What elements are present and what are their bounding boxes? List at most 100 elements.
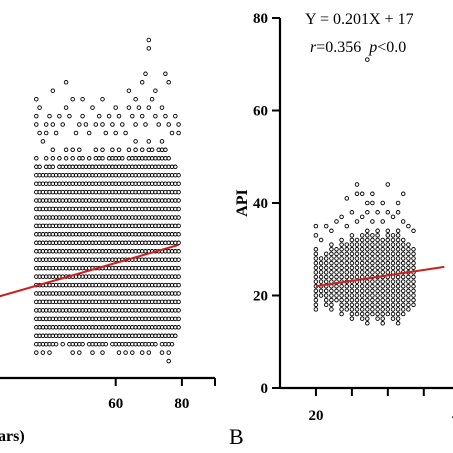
panel-a-data-point (176, 122, 181, 127)
panel-b-data-point (406, 260, 411, 266)
panel-b-data-point (385, 228, 391, 234)
panel-a-data-point (63, 147, 69, 153)
panel-b-data-point (329, 251, 334, 257)
panel-b-data-point (365, 260, 370, 266)
panel-b-data-point (334, 260, 339, 266)
panel-a-data-point (43, 130, 49, 136)
panel-b-data-point (375, 265, 380, 271)
panel-b-data-point (359, 316, 365, 321)
panel-a-data-point (86, 130, 92, 136)
panel-b-data-point (323, 223, 329, 229)
panel-b-data-point (334, 265, 339, 271)
panel-a-data-point (153, 341, 158, 347)
panel-b-data-point (400, 265, 406, 271)
panel-a-data-point (50, 147, 56, 153)
panel-b-data-point (354, 302, 360, 308)
panel-b-data-point (339, 307, 344, 312)
panel-a-data-point (90, 105, 95, 110)
panel-b-data-point (334, 297, 339, 303)
panel-b-data-point (411, 265, 416, 271)
panel-b-data-point (375, 297, 380, 303)
panel-b-data-point (395, 256, 401, 261)
panel-b-data-point (313, 260, 319, 266)
panel-b-data-point (380, 270, 385, 275)
panel-b-data-point (313, 256, 319, 261)
panel-b-data-point (385, 182, 391, 187)
panel-b-data-point (406, 279, 411, 284)
panel-b-data-point (359, 191, 365, 197)
panel-b-data-point (339, 284, 344, 289)
panel-b-data-point (359, 293, 365, 298)
panel-letter-b: B (229, 424, 244, 449)
panel-b-data-point (390, 233, 396, 238)
panel-b-data-point (390, 214, 396, 220)
panel-b-data-point (370, 233, 375, 238)
panel-a-data-point (103, 341, 109, 347)
panel-a-data-point (70, 156, 75, 161)
panel-b-data-point (339, 256, 344, 261)
panel-a-data-point (43, 156, 49, 161)
p-symbol: p (368, 39, 377, 56)
panel-a-data-point (100, 122, 105, 127)
panel-b-data-point (395, 260, 401, 266)
panel-a-data-point (166, 358, 171, 364)
panel-a-data-point (176, 282, 181, 288)
panel-b-data-point (313, 265, 319, 271)
panel-b-data-point (395, 200, 401, 206)
panel-b-data-point (349, 251, 355, 257)
panel-b-data-point (359, 251, 365, 257)
panel-a-data-point (77, 122, 82, 127)
panel-b-data-point (380, 242, 385, 247)
panel-a-data-point (146, 105, 152, 110)
panel-b-data-point (400, 191, 406, 197)
panel-b-data-point (375, 316, 380, 321)
panel-b-data-point (395, 293, 401, 298)
panel-b-data-point (334, 247, 339, 252)
panel-b-data-point (313, 233, 319, 238)
panel-b-data-point (344, 260, 350, 266)
panel-a-data-point (120, 122, 125, 127)
panel-b-x-tick-label: 20 (308, 408, 323, 424)
panel-b-data-point (370, 311, 375, 317)
panel-b-data-point (354, 297, 360, 303)
panel-a-data-point (110, 122, 115, 127)
panel-b-data-point (365, 302, 370, 308)
panel-b: 0 20 40 60 80 204 API Y = 0.201X + 17 r=0.35… (229, 11, 453, 449)
panel-b-data-point (359, 214, 365, 220)
panel-a-data-point (176, 181, 181, 186)
panel-b-data-point (385, 288, 391, 294)
panel-b-data-point (375, 251, 380, 257)
panel-b-data-point (390, 247, 396, 252)
panel-a-data-point (176, 206, 181, 212)
panel-b-data-point (365, 57, 370, 62)
panel-b-data-point (359, 284, 365, 289)
panel-b-data-point (318, 237, 324, 243)
panel-a-data-point (163, 147, 168, 153)
panel-b-data-point (344, 302, 350, 308)
panel-a-data-point (130, 350, 135, 355)
panel-a-data-point (50, 164, 56, 170)
panel-b-y-ticks (272, 17, 280, 389)
panel-b-data-point (390, 256, 396, 261)
panel-a-data-point (126, 88, 132, 93)
panel-b-data-point (375, 242, 380, 247)
panel-b-data-point (411, 247, 416, 252)
panel-b-data-point (375, 284, 380, 289)
panel-b-data-point (323, 279, 329, 284)
panel-b-data-point (359, 247, 365, 252)
panel-b-data-point (390, 237, 396, 243)
panel-b-data-point (380, 251, 385, 257)
panel-b-data-point (354, 182, 360, 187)
panel-a-data-point (149, 147, 155, 153)
panel-b-data-point (349, 302, 355, 308)
panel-b-data-point (354, 191, 360, 197)
panel-a-data-point (176, 249, 181, 254)
panel-b-data-point (359, 237, 365, 243)
panel-b-data-point (339, 251, 344, 257)
panel-a-data-point (116, 147, 122, 153)
panel-b-data-point (354, 293, 360, 298)
panel-a-data-point (50, 122, 56, 127)
panel-b-data-point (395, 321, 401, 326)
panel-a-data-point (166, 122, 171, 127)
panel-a-x-ticks (114, 378, 216, 386)
